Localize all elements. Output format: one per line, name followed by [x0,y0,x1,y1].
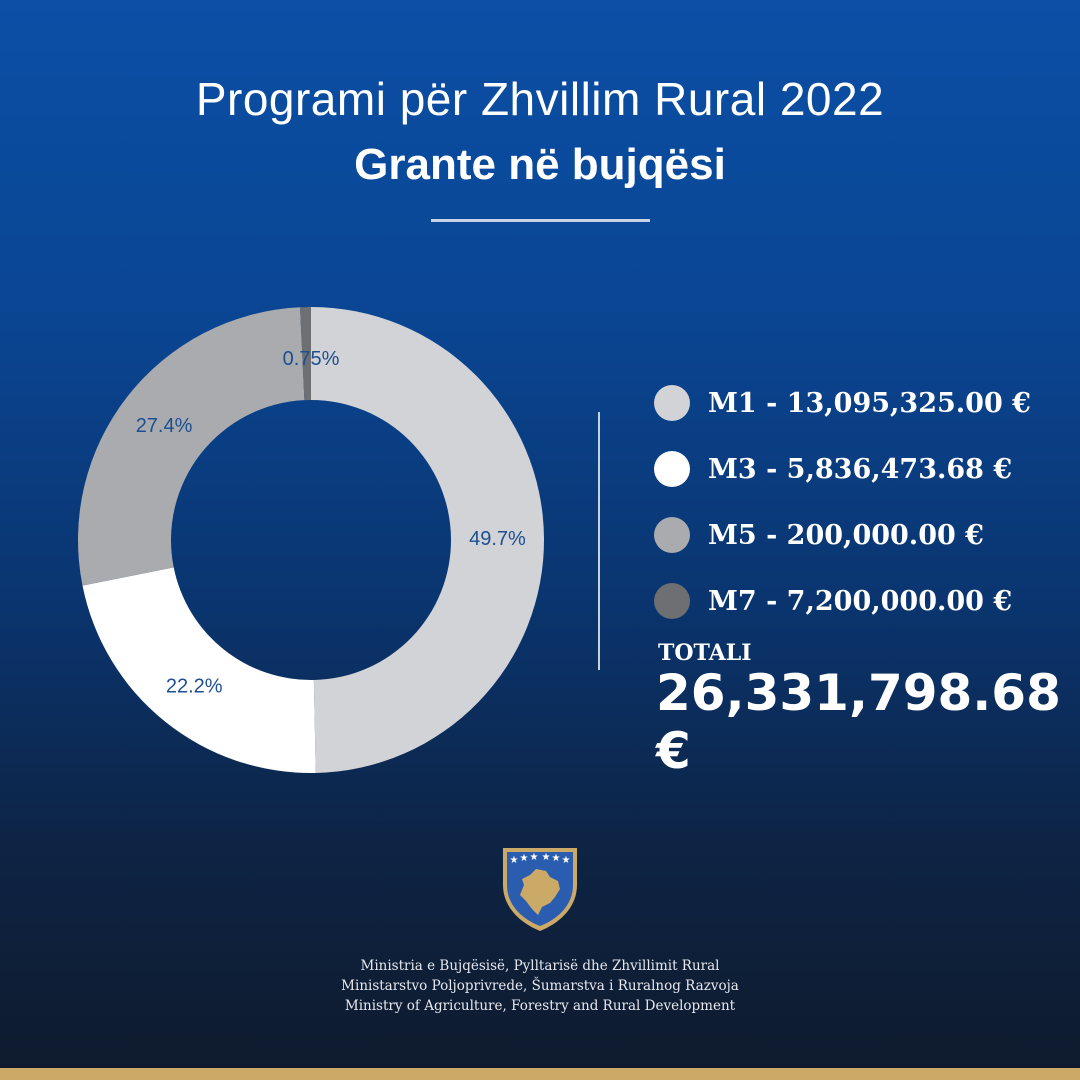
donut-chart: 49.7% 22.2% 27.4% 0.75% [78,307,544,773]
svg-text:★: ★ [520,853,529,864]
legend-label: M3 - 5,836,473.68 € [708,453,1013,485]
donut-slice [311,307,544,773]
legend-swatch [654,451,690,487]
total-value: 26,331,798.68 € [656,664,1061,780]
gold-footer-bar [0,1068,1080,1080]
svg-text:★: ★ [510,855,519,866]
title-divider [431,219,650,222]
slice-label: 22.2% [166,675,223,697]
svg-text:★: ★ [562,855,571,866]
legend-item-m1: M1 - 13,095,325.00 € [654,370,1031,436]
legend-label: M5 - 200,000.00 € [708,519,984,551]
svg-text:★: ★ [552,853,561,864]
legend-swatch [654,385,690,421]
legend-label: M7 - 7,200,000.00 € [708,585,1013,617]
legend-swatch [654,517,690,553]
legend: M1 - 13,095,325.00 € M3 - 5,836,473.68 €… [654,370,1031,634]
legend-item-m3: M3 - 5,836,473.68 € [654,436,1031,502]
footer-line-serbian: Ministarstvo Poljoprivrede, Šumarstva i … [341,978,739,994]
slice-label: 27.4% [136,415,193,437]
svg-text:★: ★ [542,852,551,863]
legend-item-m7: M7 - 7,200,000.00 € [654,568,1031,634]
total-label: TOTALI [658,640,752,666]
donut-slice [82,567,316,773]
legend-label: M1 - 13,095,325.00 € [708,387,1031,419]
page-title: Programi për Zhvillim Rural 2022 [195,73,885,125]
legend-swatch [654,583,690,619]
legend-divider [598,412,600,670]
footer-line-english: Ministry of Agriculture, Forestry and Ru… [344,998,736,1014]
svg-text:★: ★ [530,852,539,863]
kosovo-emblem-icon: ★ ★ ★ ★ ★ ★ [503,848,577,931]
donut-slice [300,307,311,401]
legend-item-m5: M5 - 200,000.00 € [654,502,1031,568]
donut-slice [78,307,305,586]
page-subtitle: Grante në bujqësi [354,140,726,189]
slice-label: 0.75% [283,348,340,370]
ministry-footer: Ministria e Bujqësisë, Pylltarisë dhe Zh… [0,956,1080,1016]
footer-line-albanian: Ministria e Bujqësisë, Pylltarisë dhe Zh… [360,958,720,974]
slice-label: 49.7% [469,528,526,550]
